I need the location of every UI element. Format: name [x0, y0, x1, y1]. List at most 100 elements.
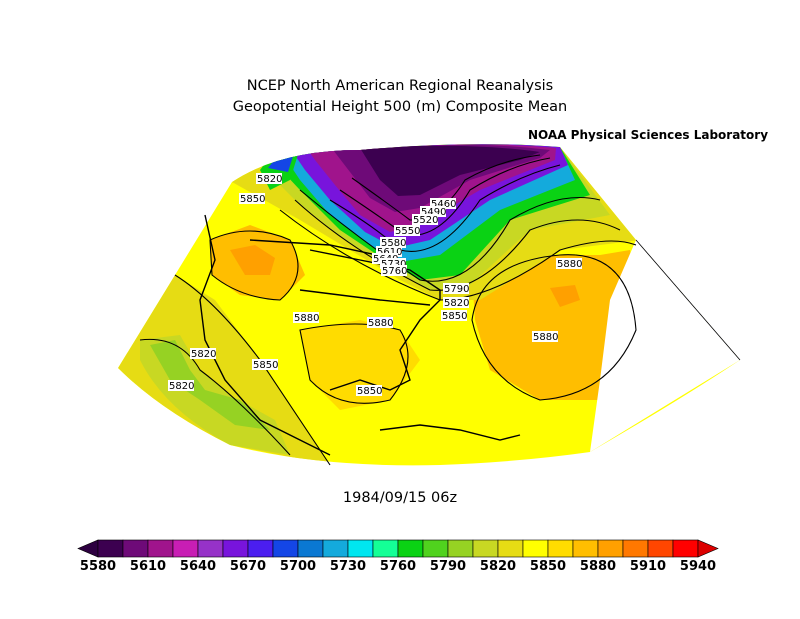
- contour-label: 5850: [441, 310, 467, 322]
- colorbar-swatch: [622, 539, 649, 558]
- coastline-west: [199, 214, 331, 456]
- colorbar-tick-label: 5760: [379, 559, 417, 574]
- contour-label: 5820: [190, 348, 216, 360]
- contour-label: 5820: [168, 380, 194, 392]
- svg-text:5880: 5880: [533, 332, 558, 343]
- colorbar-tick-label: 5670: [229, 559, 267, 574]
- field-5760-west: [150, 340, 270, 430]
- svg-text:5820: 5820: [191, 349, 216, 360]
- colorbar-swatch: [522, 539, 549, 558]
- contour-label: 5880: [556, 258, 582, 270]
- field-5880-gulf: [300, 320, 420, 410]
- svg-text:5880: 5880: [294, 313, 319, 324]
- contour-line: [279, 209, 637, 301]
- colorbar-tick-label: 5580: [79, 559, 117, 574]
- colorbar-tick-label: 5640: [179, 559, 217, 574]
- contour-line: [299, 189, 601, 282]
- colorbar-tick-label: 5730: [329, 559, 367, 574]
- colorbar-tick-label: 5610: [129, 559, 167, 574]
- svg-text:5850: 5850: [442, 311, 467, 322]
- svg-text:5820: 5820: [257, 174, 282, 185]
- svg-text:5820: 5820: [444, 298, 469, 309]
- lab-credit: NOAA Physical Sciences Laboratory: [528, 128, 768, 142]
- svg-text:5790: 5790: [444, 284, 469, 295]
- contour-label: 5760: [381, 265, 407, 277]
- colorbar-swatch: [247, 539, 274, 558]
- colorbar-under-arrow: [77, 539, 99, 558]
- contour-label: 5850: [252, 359, 278, 371]
- colorbar-swatch: [447, 539, 474, 558]
- contour-line: [471, 254, 637, 401]
- contour-label: 5820: [443, 297, 469, 309]
- contour-label: 5880: [293, 312, 319, 324]
- colorbar-tick-label: 5700: [279, 559, 317, 574]
- title-line-2: Geopotential Height 500 (m) Composite Me…: [232, 99, 568, 115]
- colorbar-swatch: [122, 539, 149, 558]
- colorbar: [77, 539, 719, 558]
- contour-label: 5730: [380, 258, 406, 270]
- contour-line: [339, 157, 551, 236]
- colorbar-swatch: [322, 539, 349, 558]
- svg-text:5610: 5610: [377, 247, 402, 258]
- svg-text:5850: 5850: [240, 194, 265, 205]
- contour-label: 5610: [376, 246, 402, 258]
- contour-label: 5580: [380, 237, 406, 249]
- colorbar-swatch: [297, 539, 324, 558]
- valid-time-text: 1984/09/15 06z: [342, 490, 458, 506]
- projection-edge: [635, 239, 741, 361]
- svg-text:5520: 5520: [413, 215, 438, 226]
- colorbar-swatch: [222, 539, 249, 558]
- field-5820-west: [118, 275, 330, 465]
- chart-title: NCEP North American Regional Reanalysis …: [0, 76, 800, 118]
- colorbar-swatch: [647, 539, 674, 558]
- contour-line: [139, 338, 291, 456]
- contour-line: [209, 230, 299, 301]
- svg-text:5730: 5730: [381, 259, 406, 270]
- colorbar-over-arrow: [697, 539, 719, 558]
- svg-text:5850: 5850: [357, 386, 382, 397]
- svg-text:5820: 5820: [169, 381, 194, 392]
- contour-label: 5850: [239, 193, 265, 205]
- svg-text:5460: 5460: [431, 199, 456, 210]
- colorbar-swatch: [422, 539, 449, 558]
- colorbar-tick-label: 5790: [429, 559, 467, 574]
- colorbar-swatch: [597, 539, 624, 558]
- field-5880-atlantic: [472, 250, 640, 400]
- colorbar-swatch: [572, 539, 599, 558]
- colorbar-swatch: [497, 539, 524, 558]
- colorbar-tick-label: 5880: [579, 559, 617, 574]
- colorbar-swatch: [547, 539, 574, 558]
- svg-text:5580: 5580: [381, 238, 406, 249]
- colorbar-swatch: [672, 539, 699, 558]
- contour-labels: 5820 5850 5880 5880 5880 5880 5820 5850 …: [168, 173, 582, 397]
- colorbar-swatch: [472, 539, 499, 558]
- svg-text:5880: 5880: [368, 318, 393, 329]
- colorbar-swatch: [147, 539, 174, 558]
- contour-label: 5820: [256, 173, 282, 185]
- contour-label: 5790: [443, 283, 469, 295]
- colorbar-swatch: [172, 539, 199, 558]
- contour-line: [329, 164, 561, 252]
- colorbar-tick-label: 5940: [679, 559, 717, 574]
- coastline-caribbean: [379, 424, 521, 441]
- valid-time: 1984/09/15 06z: [0, 490, 800, 506]
- border-line: [299, 289, 431, 306]
- field-5460-north: [360, 145, 540, 196]
- colorbar-swatch: [97, 539, 124, 558]
- contour-label: 5460: [430, 198, 456, 210]
- colorbar-swatch: [372, 539, 399, 558]
- svg-text:5550: 5550: [395, 226, 420, 237]
- colorbar-swatch: [397, 539, 424, 558]
- contour-label: 5520: [412, 214, 438, 226]
- contour-line: [299, 323, 409, 404]
- svg-text:5490: 5490: [421, 207, 446, 218]
- field-5910-atlantic: [550, 285, 580, 307]
- contour-label: 5550: [394, 225, 420, 237]
- colorbar-tick-label: 5910: [629, 559, 667, 574]
- contour-label: 5850: [356, 385, 382, 397]
- colorbar-tick-label: 5850: [529, 559, 567, 574]
- svg-text:5880: 5880: [557, 259, 582, 270]
- field-5910-rockies: [230, 245, 275, 275]
- colorbar-swatch: [197, 539, 224, 558]
